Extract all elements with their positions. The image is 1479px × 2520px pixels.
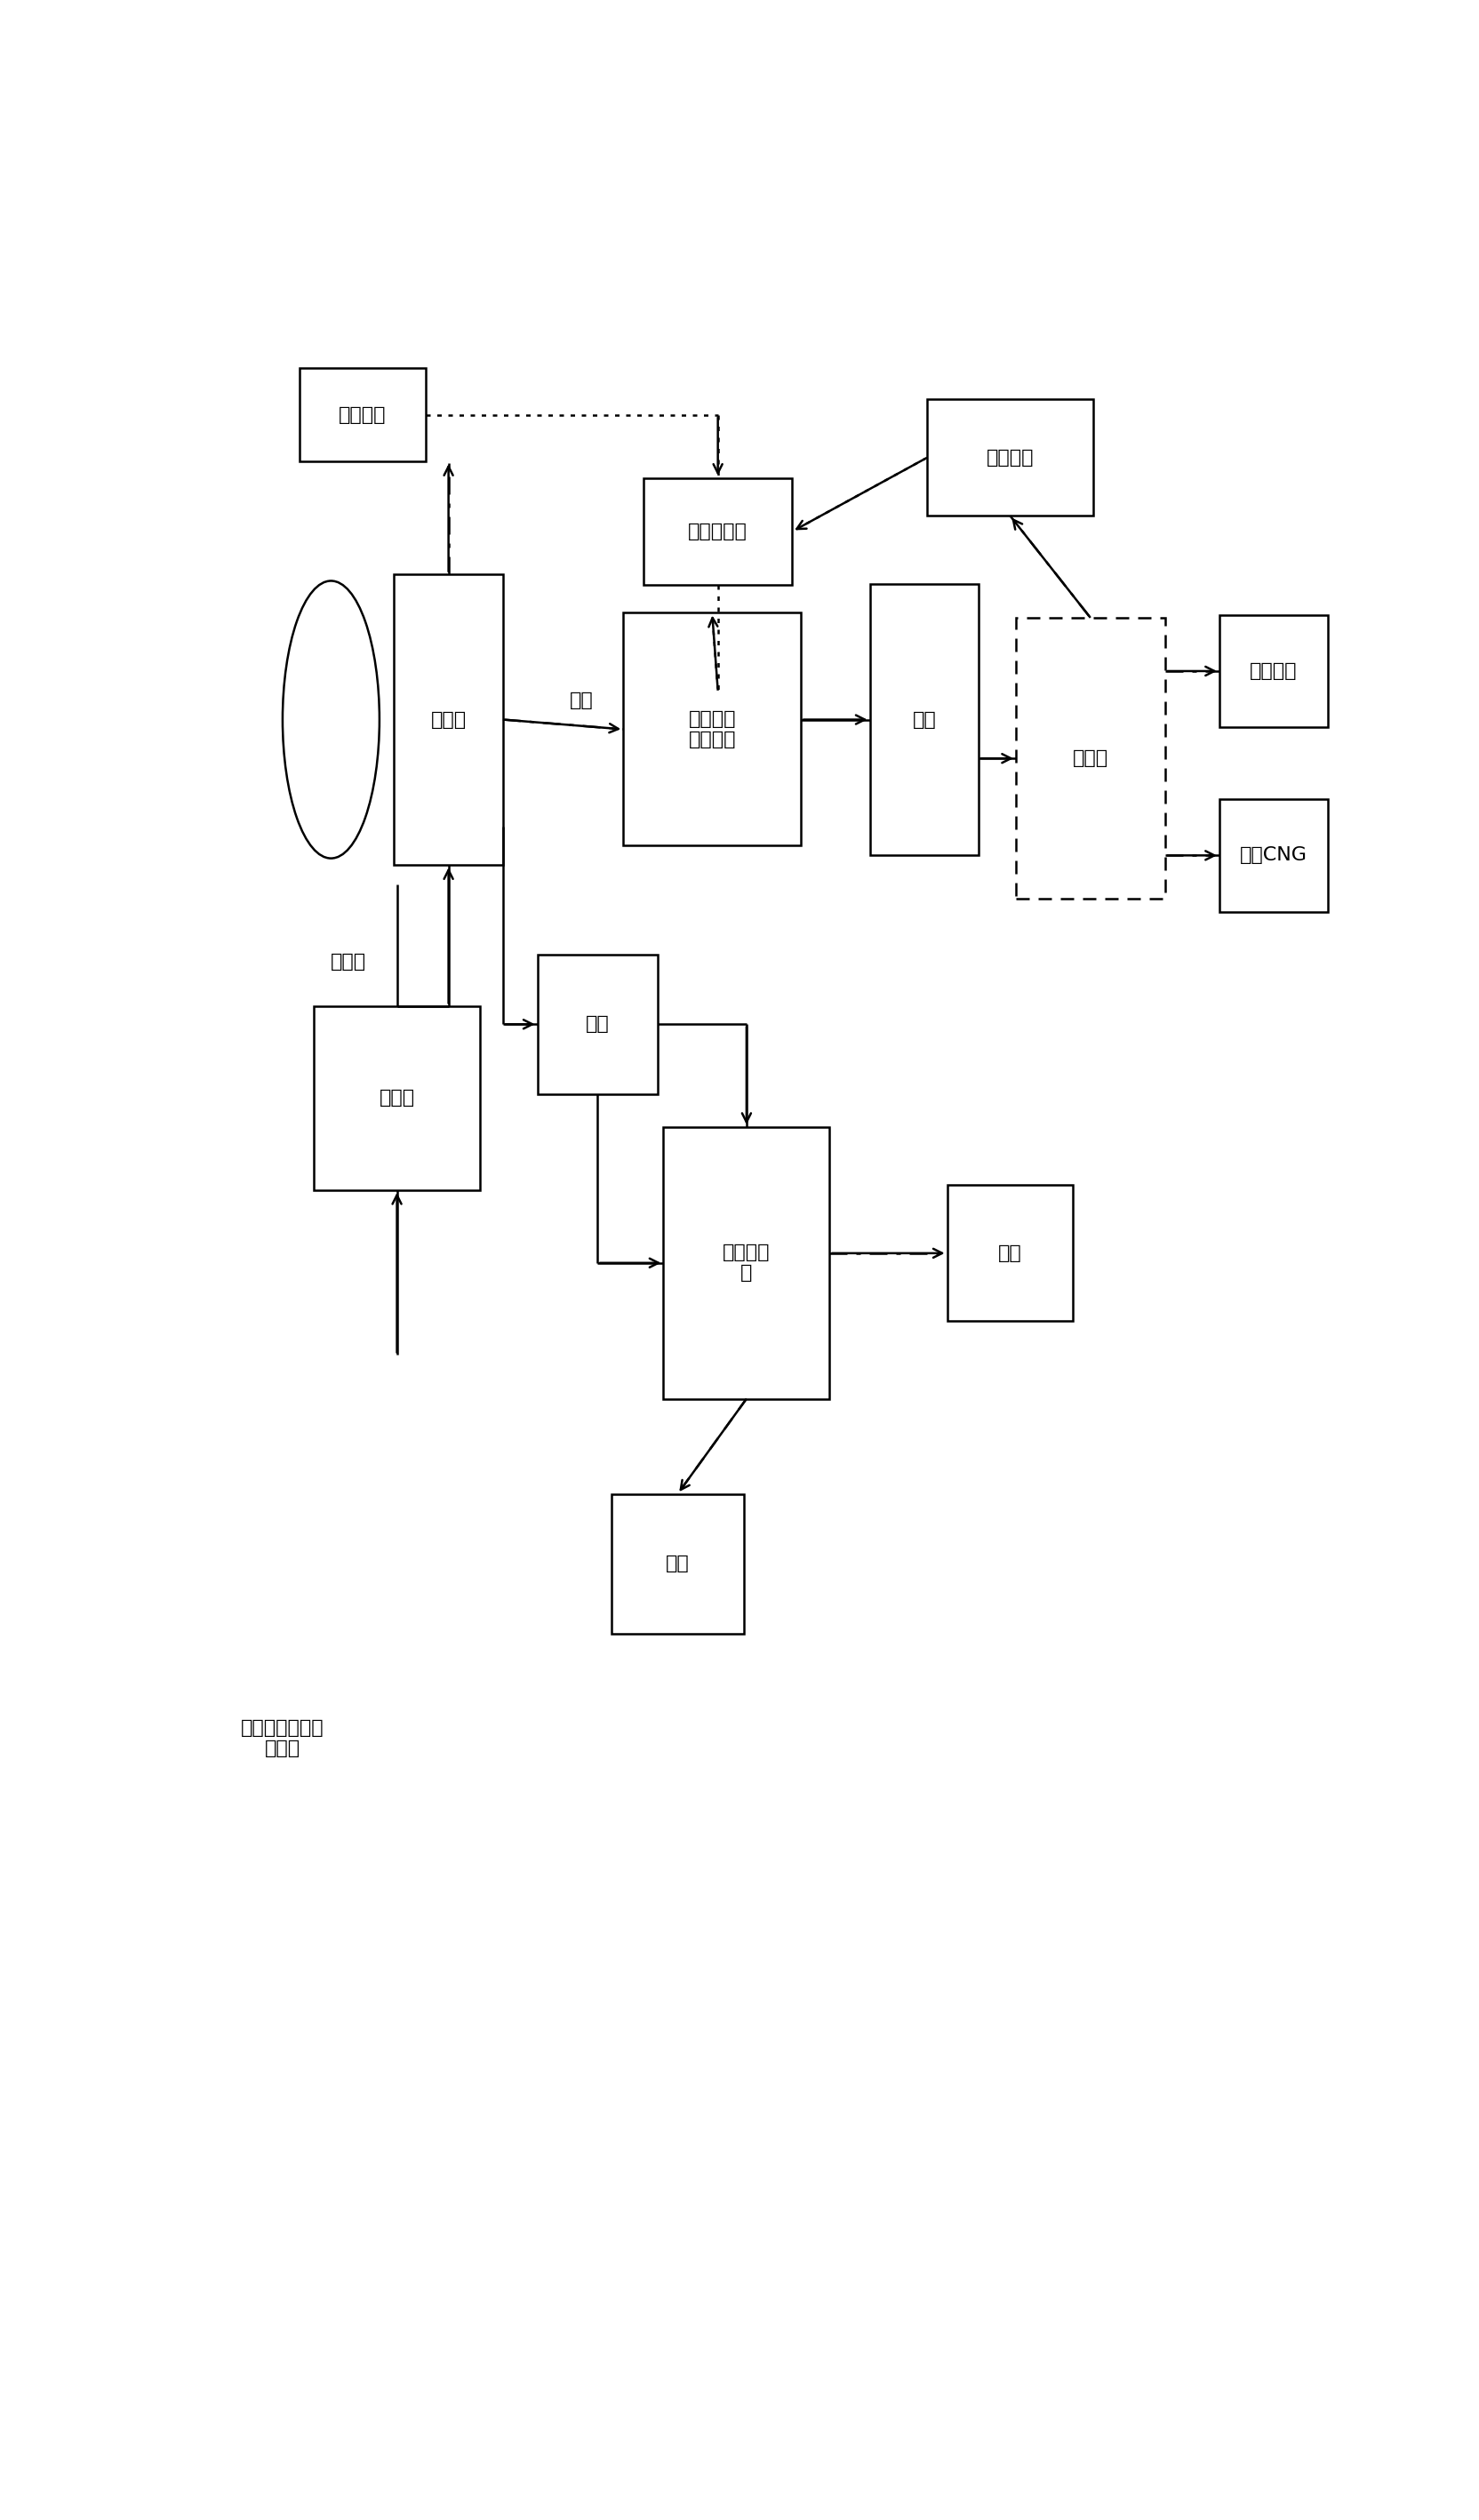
Text: 出料: 出料 bbox=[586, 1016, 609, 1033]
Text: 气柜: 气柜 bbox=[913, 711, 936, 728]
Text: 沼气锅炉: 沼气锅炉 bbox=[986, 449, 1034, 466]
Text: 固液分离
机: 固液分离 机 bbox=[723, 1245, 771, 1283]
Text: 沼气火炬: 沼气火炬 bbox=[339, 406, 386, 423]
Bar bbox=[1219, 799, 1328, 912]
Bar bbox=[643, 479, 793, 585]
Text: 民用燃料: 民用燃料 bbox=[1250, 663, 1297, 680]
Text: 马铃薯渣、废水
接种物: 马铃薯渣、废水 接种物 bbox=[241, 1719, 324, 1756]
Bar bbox=[664, 1126, 830, 1399]
Bar bbox=[314, 1005, 481, 1189]
Bar bbox=[1016, 617, 1165, 900]
Bar bbox=[537, 955, 658, 1094]
Text: 螺杆泵: 螺杆泵 bbox=[331, 953, 367, 970]
Text: 调配池: 调配池 bbox=[379, 1089, 414, 1106]
Bar bbox=[947, 1184, 1074, 1320]
Text: 反应器: 反应器 bbox=[430, 711, 466, 728]
Text: 热水循环泵: 热水循环泵 bbox=[688, 522, 747, 539]
Bar bbox=[393, 575, 503, 864]
Text: 沼气提纯
净化单元: 沼气提纯 净化单元 bbox=[688, 711, 737, 748]
Bar bbox=[623, 612, 802, 847]
Bar bbox=[927, 398, 1093, 517]
Text: 沼渣: 沼渣 bbox=[666, 1555, 689, 1572]
Text: 沼气: 沼气 bbox=[569, 690, 593, 708]
Text: 沼液: 沼液 bbox=[998, 1245, 1022, 1263]
Bar bbox=[870, 585, 979, 854]
Bar bbox=[612, 1494, 744, 1633]
Text: 加气站: 加气站 bbox=[1072, 748, 1108, 766]
Bar bbox=[1219, 615, 1328, 728]
Bar bbox=[300, 368, 426, 461]
Text: 车用CNG: 车用CNG bbox=[1239, 847, 1307, 864]
